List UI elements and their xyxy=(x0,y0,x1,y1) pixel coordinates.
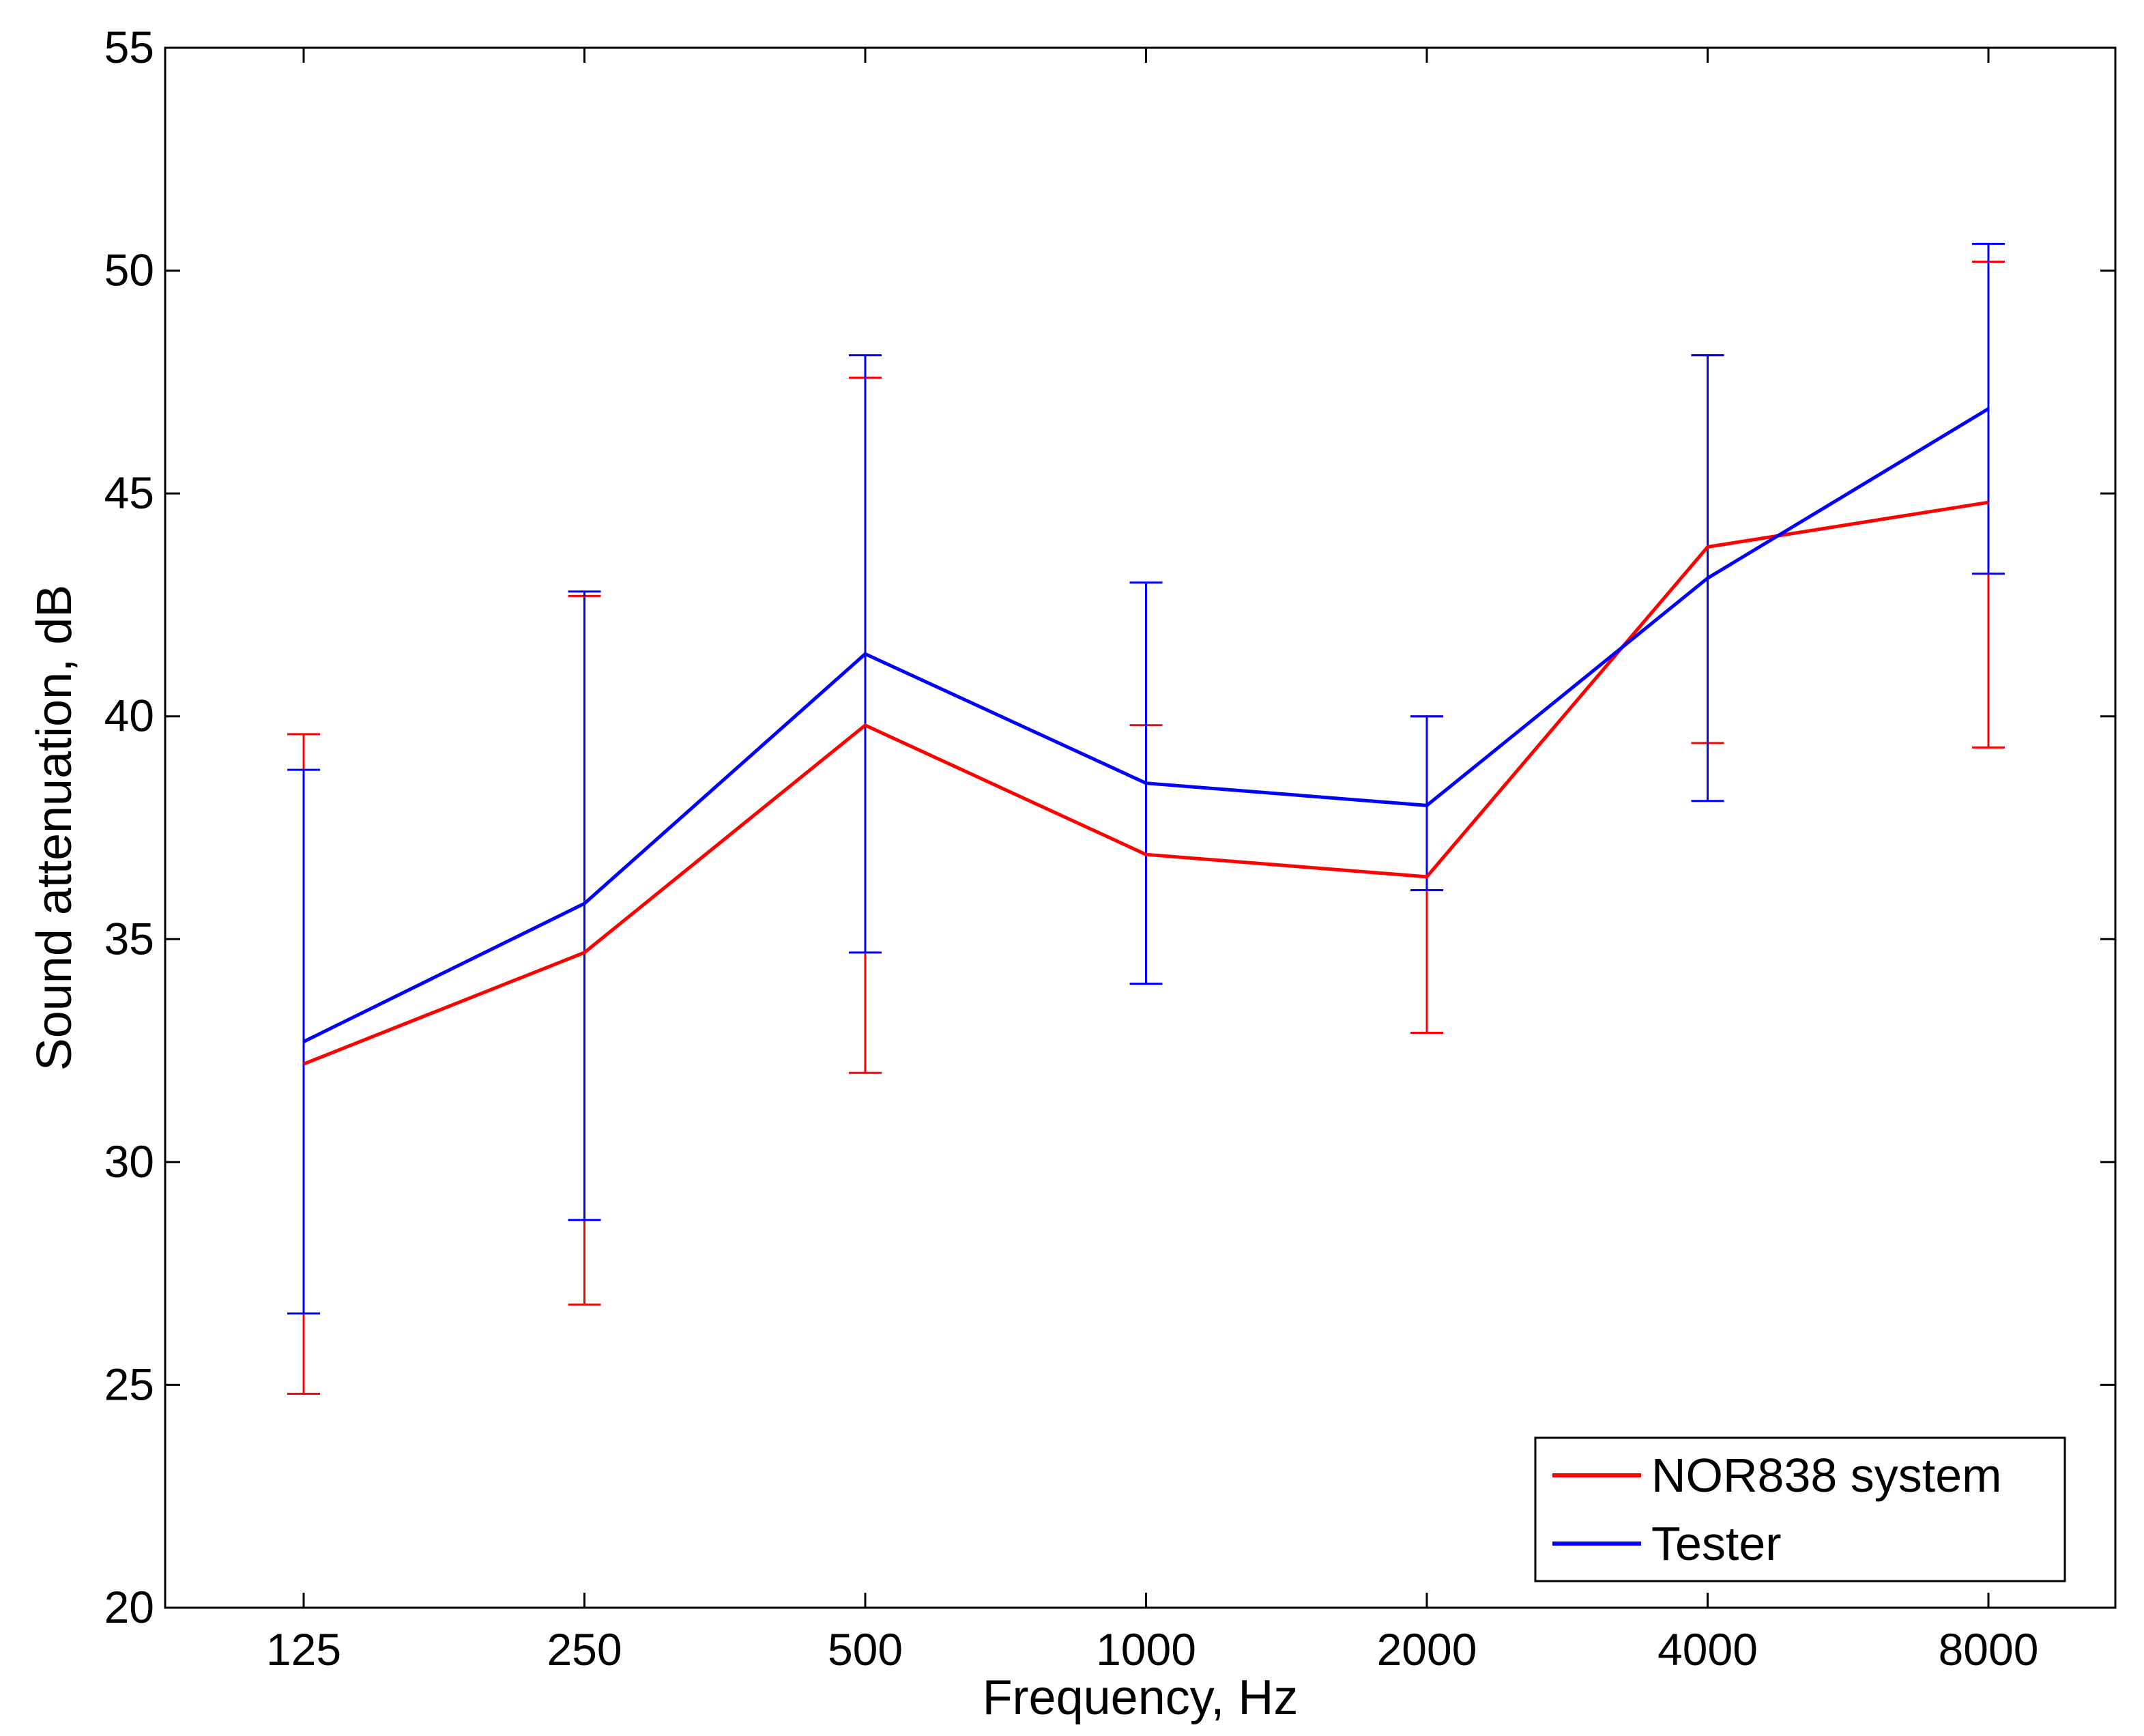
y-tick-label: 35 xyxy=(104,913,154,964)
x-tick-label: 1000 xyxy=(1096,1624,1196,1675)
series-line-tester xyxy=(302,407,1990,1043)
y-tick-label: 55 xyxy=(104,22,154,72)
y-axis: 20 25 30 35 40 45 50 55 xyxy=(104,22,2115,1632)
x-tick-label: 4000 xyxy=(1657,1624,1758,1675)
x-tick-label: 2000 xyxy=(1377,1624,1477,1675)
y-tick-label: 20 xyxy=(104,1582,154,1632)
y-tick-label: 25 xyxy=(104,1359,154,1409)
x-tick-label: 8000 xyxy=(1939,1624,2039,1675)
y-axis-label: Sound attenuation, dB xyxy=(27,585,82,1071)
legend: NOR838 system Tester xyxy=(1534,1436,2066,1582)
plot-area xyxy=(164,46,2117,1609)
x-tick-label: 125 xyxy=(266,1624,341,1675)
y-tick-label: 40 xyxy=(104,691,154,741)
legend-label-tester: Tester xyxy=(1651,1517,1782,1570)
y-tick-label: 45 xyxy=(104,467,154,518)
x-tick-label: 250 xyxy=(547,1624,622,1675)
y-tick-label: 50 xyxy=(104,245,154,295)
series-lines xyxy=(302,407,1990,1066)
x-tick-label: 500 xyxy=(828,1624,903,1675)
series-line-nor838 xyxy=(303,500,1989,1066)
legend-box xyxy=(1534,1436,2066,1582)
x-axis-label: Frequency, Hz xyxy=(983,1670,1299,1725)
x-axis: 125 250 500 1000 2000 4000 8000 xyxy=(266,48,2038,1675)
y-tick-label: 30 xyxy=(104,1136,154,1187)
legend-label-nor838: NOR838 system xyxy=(1651,1449,2001,1502)
